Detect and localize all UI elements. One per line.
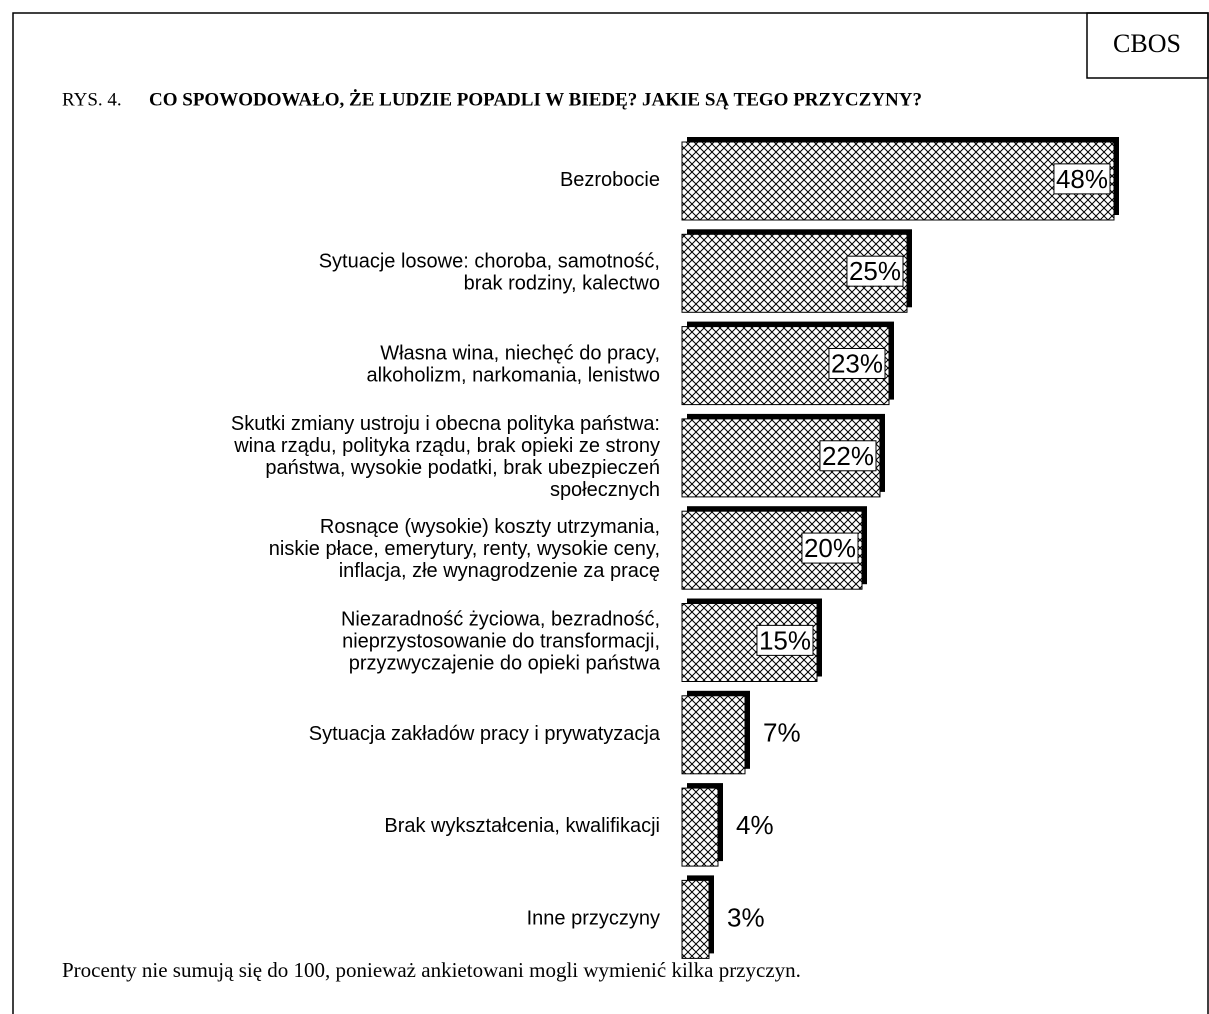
value-label: 23% (831, 348, 883, 378)
value-label: 7% (763, 718, 801, 748)
bar (681, 695, 746, 775)
value-label: 22% (822, 441, 874, 471)
category-label: Sytuacje losowe: choroba, samotność, brak… (319, 251, 660, 295)
value-label: 20% (804, 533, 856, 563)
category-label: Sytuacja zakładów pracy i prywatyzacja (309, 723, 661, 745)
category-label: Rosnące (wysokie) koszty utrzymania, nisk… (269, 516, 660, 582)
figure-label: RYS. 4. (62, 89, 122, 110)
value-label: 3% (727, 902, 765, 932)
category-label: Brak wykształcenia, kwalifikacji (384, 815, 660, 837)
category-label: Skutki zmiany ustroju i obecna polityka … (231, 413, 660, 501)
bar (681, 787, 719, 867)
category-label: Bezrobocie (560, 169, 660, 191)
value-label-box (846, 255, 904, 287)
value-label-box (756, 624, 814, 656)
value-label-box (819, 440, 877, 472)
note: Procenty nie sumują się do 100, ponieważ… (62, 958, 801, 982)
source: CBOS (1113, 29, 1181, 58)
value-label: 48% (1056, 164, 1108, 194)
value-label-box (828, 347, 886, 379)
bar (681, 879, 710, 959)
category-label: Inne przyczyny (527, 908, 660, 930)
bar (681, 141, 1115, 221)
chart-title: CO SPOWODOWAŁO, ŻE LUDZIE POPADLI W BIED… (149, 89, 922, 110)
frame (12, 12, 1209, 1014)
category-label: Niezaradność życiowa, bezradność, nieprzy… (341, 609, 661, 675)
value-label-box (801, 532, 859, 564)
value-label: 25% (849, 256, 901, 286)
value-label: 15% (759, 625, 811, 655)
category-label: Własna wina, niechęć do pracy, alkoholizm… (367, 343, 660, 387)
value-label: 4% (736, 810, 774, 840)
value-label-box (1053, 163, 1111, 195)
source-box (1086, 12, 1209, 79)
